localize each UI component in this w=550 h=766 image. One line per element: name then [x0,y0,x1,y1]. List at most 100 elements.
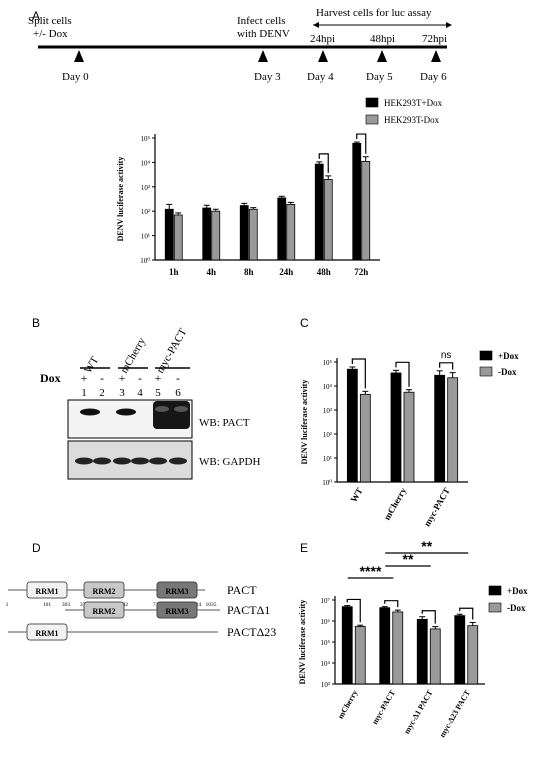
infect-label-2: with DENV [237,28,290,40]
domain-position: 101 [43,602,52,608]
day0-marker [74,50,84,62]
dox-sign: + [119,371,126,385]
chart-c: 10⁰ 10¹ 10² 10³ 10⁴ 10⁵ DENV luciferase activi… [300,350,519,528]
ns-annotation: ns [441,350,452,361]
y-tick-label: 10⁶ [321,618,331,626]
band-gapdh [93,457,111,465]
y-axis-label: DENV luciferase activity [298,600,307,685]
dox-sign: - [100,371,104,385]
band-gapdh [149,457,167,465]
y-tick-label: 10¹ [323,455,332,463]
bar [359,393,371,483]
construct-pact-d23: PACTΔ23 [227,625,276,639]
legend-label: HEK293T-Dox [384,115,440,125]
band-pact-myc-highlight-b [174,406,188,412]
bar [354,626,366,685]
d1-rrm2-label: RRM2 [92,607,115,616]
x-tick-label: myc-PACT [422,486,452,528]
dox-sign: - [176,371,180,385]
panel-label-a: A [32,9,40,23]
day4-label: Day 4 [307,71,334,83]
significance-bracket [351,358,366,389]
bar [403,391,415,483]
bar [361,160,371,261]
significance-bracket [318,153,329,173]
band-gapdh [131,457,149,465]
hpi-24: 24hpi [310,33,335,45]
gapdh-bands [75,457,187,465]
bar [323,179,333,261]
day6-label: Day 6 [420,71,447,83]
legend-label: -Dox [507,603,526,613]
chart-a: 10⁰ 10¹ 10² 10³ 10⁴ 10⁵ DENV luciferase activi… [116,97,443,277]
bar [164,208,174,261]
d1-rrm3-label: RRM3 [165,607,188,616]
bar [379,607,391,685]
band-pact-lane3 [116,408,136,416]
bar [434,374,446,483]
y-axis-label: DENV luciferase activity [116,157,125,242]
band-pact-myc-highlight-a [155,406,169,412]
pact-rrm1-label: RRM1 [35,587,58,596]
significance-bracket [439,362,454,370]
day0-label: Day 0 [62,71,89,83]
y-tick-label: 10³ [323,407,332,415]
harvest-label: Harvest cells for luc assay [316,7,432,19]
y-tick-label: 10³ [141,184,150,192]
construct-pact-d1: PACTΔ1 [227,603,270,617]
x-tick-label: WT [348,486,364,504]
y-tick-label: 10⁵ [141,135,151,143]
lane-number: 3 [119,387,125,399]
bar [429,628,441,685]
bar [447,377,459,483]
dox-sign: + [81,371,88,385]
harvest-arrow-right [446,22,452,28]
legend-label: HEK293T+Dox [384,98,443,108]
legend-swatch [479,366,493,377]
bar [239,205,249,261]
dox-sign: + [155,371,162,385]
band-gapdh [75,457,93,465]
legend-swatch [479,350,493,361]
domain-position: 1 [6,602,9,608]
panel-label-e: E [300,541,308,555]
pact-rrm1 [26,581,68,599]
band-pact-lane1 [80,408,100,416]
legend-swatch [365,114,379,125]
hpi-72: 72hpi [422,33,447,45]
lane-number: 4 [137,387,143,399]
domain-diagram: RRM1 RRM2 RRM3 PACT 11013033765827189241… [6,581,276,641]
blot-gapdh-label: WB: GAPDH [199,456,260,468]
significance-bracket [346,598,361,623]
pact-rrm2 [83,581,125,599]
legend-swatch [365,97,379,108]
y-tick-label: 10³ [321,681,330,689]
x-tick-label: 8h [244,267,254,277]
x-tick-label: 72h [354,267,368,277]
significance-stars: ** [403,551,414,567]
pact-rrm3 [156,581,198,599]
bar [392,611,404,685]
bar [286,203,296,261]
domain-position: 303 [62,602,71,608]
d1-rrm3 [156,601,198,619]
split-label-2: +/- Dox [33,28,68,40]
bar [454,615,466,685]
day5-marker [377,50,387,62]
lane-number: 1 [81,387,87,399]
y-axis-label: DENV luciferase activity [300,380,309,465]
significance-bracket [384,600,399,608]
bar [346,368,358,483]
timeline: Split cells +/- Dox Infect cells with DE… [28,7,452,83]
x-tick-label: mCherry [336,689,360,721]
day6-marker [431,50,441,62]
bar [416,618,428,685]
significance-bracket [459,607,474,620]
y-tick-label: 10⁵ [323,359,333,367]
day4-marker [318,50,328,62]
band-gapdh [113,457,131,465]
split-label-1: Split cells [28,15,72,27]
x-tick-label: 24h [279,267,293,277]
